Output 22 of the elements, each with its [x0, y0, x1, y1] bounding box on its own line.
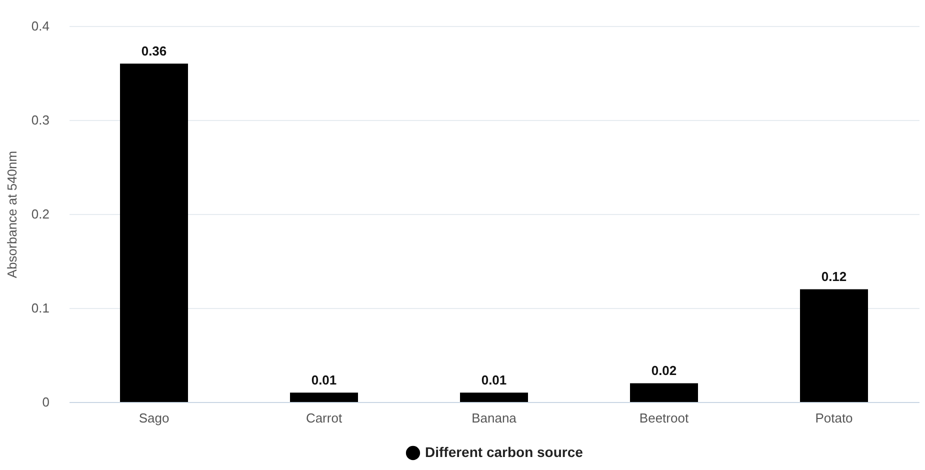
x-tick-label: Beetroot	[639, 410, 689, 426]
y-tick-label: 0.4	[31, 18, 50, 34]
x-tick-label: Carrot	[306, 410, 342, 426]
y-axis-title: Absorbance at 540nm	[4, 150, 20, 278]
x-tick-label: Potato	[815, 410, 853, 426]
data-label: 0.01	[481, 372, 507, 388]
y-tick-label: 0.1	[31, 300, 50, 316]
y-tick-label: 0	[42, 394, 50, 410]
data-label: 0.02	[651, 363, 677, 378]
x-tick-label: Sago	[138, 410, 170, 426]
bar	[800, 289, 868, 402]
data-label: 0.01	[311, 372, 337, 388]
y-tick-label: 0.2	[31, 206, 50, 222]
data-label: 0.36	[141, 44, 167, 59]
bar	[460, 392, 528, 402]
legend-label: Different carbon source	[425, 444, 584, 460]
bar	[120, 64, 188, 402]
y-tick-label: 0.3	[31, 112, 50, 128]
bar	[630, 383, 698, 402]
bar	[290, 392, 358, 402]
data-label: 0.12	[821, 269, 847, 284]
x-tick-label: Banana	[472, 410, 518, 426]
